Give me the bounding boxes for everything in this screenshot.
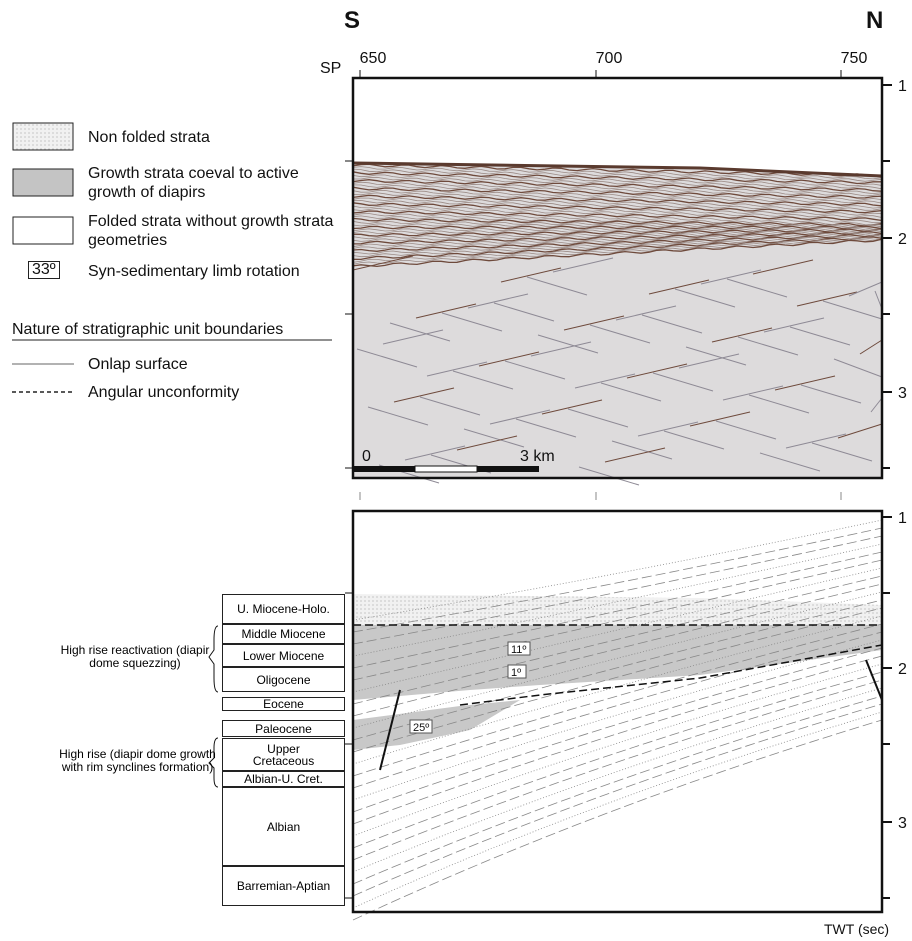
- twt-tick-label: 2: [898, 231, 907, 248]
- strat-unit: Albian-U. Cret.: [222, 771, 345, 787]
- scale-bar: [477, 466, 539, 472]
- direction-label: N: [866, 7, 883, 34]
- legend-label: Onlap surface: [88, 355, 188, 374]
- scale-bar: [415, 466, 477, 472]
- phase-label: High rise reactivation (diapir dome sque…: [50, 644, 220, 670]
- rotation-symbol: 33º: [28, 261, 60, 279]
- strat-unit: Barremian-Aptian: [222, 866, 345, 906]
- stratum-line: [353, 712, 882, 908]
- strat-unit: Paleocene: [222, 720, 345, 737]
- legend-swatch: [13, 217, 73, 244]
- phase-label: High rise (diapir dome growth with rim s…: [50, 748, 225, 774]
- strat-unit: Lower Miocene: [222, 644, 345, 667]
- twt-tick-label: 3: [898, 815, 907, 832]
- shot-point-label: 700: [596, 50, 623, 67]
- axis-label: TWT (sec): [824, 921, 889, 937]
- angle-label: 11º: [511, 644, 526, 656]
- legend-swatch: [13, 123, 73, 150]
- shot-point-label: 750: [841, 50, 868, 67]
- legend-label: Folded strata without growth strata geom…: [88, 212, 338, 250]
- strat-unit: Upper Cretaceous: [222, 738, 345, 771]
- stratum-line: [353, 720, 882, 920]
- angle-label: 25º: [413, 722, 429, 734]
- twt-tick-label: 3: [898, 385, 907, 402]
- legend-label: Angular unconformity: [88, 383, 239, 402]
- fault: [866, 660, 882, 700]
- scale-label: 3 km: [520, 448, 555, 465]
- stratum-line: [353, 680, 882, 860]
- strat-unit: U. Miocene-Holo.: [222, 594, 345, 624]
- seismic-panel: [353, 163, 882, 485]
- scale-bar: [353, 466, 415, 472]
- sp-label: SP: [320, 60, 341, 77]
- legend-label: Non folded strata: [88, 128, 210, 147]
- strat-unit: Eocene: [222, 697, 345, 711]
- strat-unit: Oligocene: [222, 667, 345, 692]
- legend-label: Growth strata coeval to active growth of…: [88, 164, 348, 202]
- strat-unit: Albian: [222, 787, 345, 866]
- stratum-line: [353, 672, 882, 848]
- direction-label: S: [344, 7, 360, 34]
- shot-point-label: 650: [360, 50, 387, 67]
- twt-tick-label: 1: [898, 510, 907, 527]
- angle-label: 1º: [511, 667, 521, 679]
- strat-unit: Middle Miocene: [222, 624, 345, 644]
- legend-label: Syn-sedimentary limb rotation: [88, 262, 300, 281]
- legend-heading: Nature of stratigraphic unit boundaries: [12, 320, 283, 339]
- figure: S N SP 650 700 750 1 2 3 1 2 3 TWT (sec) 0 3 km 11º 1º 25…: [0, 0, 912, 941]
- scale-label: 0: [362, 448, 371, 465]
- growth-strata: [353, 625, 882, 700]
- twt-tick-label: 2: [898, 661, 907, 678]
- twt-tick-label: 1: [898, 78, 907, 95]
- legend-swatch: [13, 169, 73, 196]
